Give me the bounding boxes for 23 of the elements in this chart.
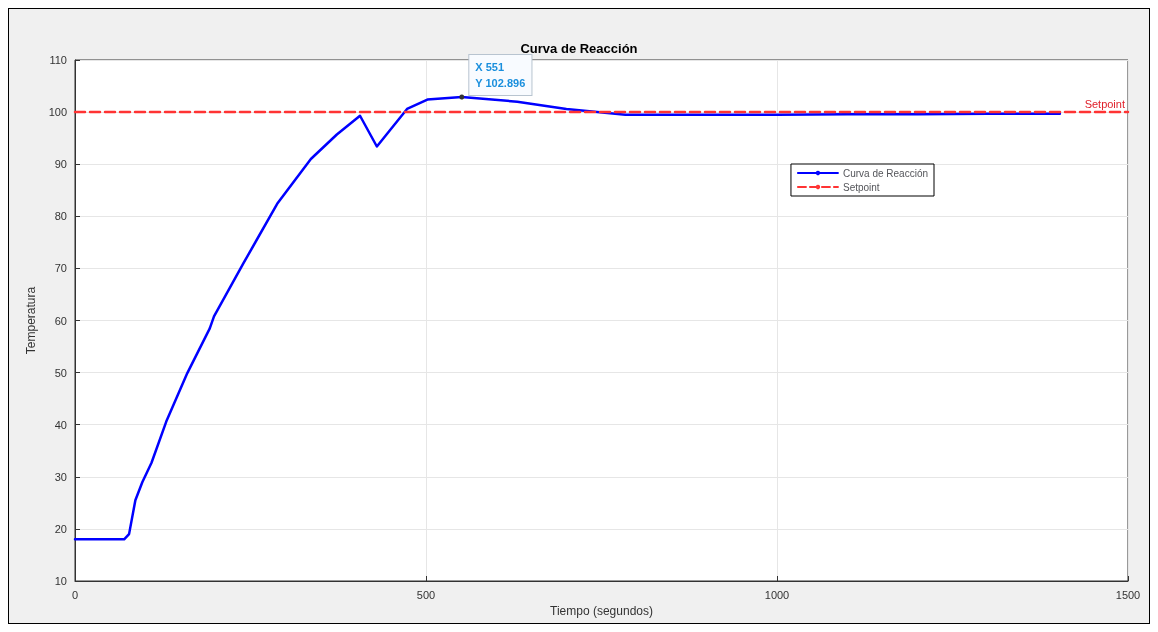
y-tick-label: 80 <box>54 210 67 223</box>
x-tick-label: 1500 <box>1115 588 1141 601</box>
y-tick-label: 50 <box>54 366 67 379</box>
legend-label: Setpoint <box>842 181 880 193</box>
legend-label: Curva de Reacción <box>842 167 928 179</box>
y-tick-label: 90 <box>54 158 67 171</box>
y-tick-label: 20 <box>54 522 67 535</box>
annotation: Setpoint <box>1084 98 1125 111</box>
annotation: X 551 Y 102.896 <box>475 61 526 90</box>
x-tick-label: 500 <box>416 588 436 601</box>
chart-title: Curva de Reacción <box>520 41 638 56</box>
y-tick-label: 60 <box>54 314 67 327</box>
y-tick-label: 40 <box>54 418 67 431</box>
y-tick-label: 70 <box>54 262 67 275</box>
y-tick-label: 10 <box>54 575 67 587</box>
y-tick-label: 100 <box>48 106 67 119</box>
x-axis-title: Tiempo (segundos) <box>550 603 653 618</box>
y-tick-label: 110 <box>49 54 67 66</box>
y-tick-label: 30 <box>54 470 67 483</box>
x-tick-label: 0 <box>71 588 79 601</box>
x-tick-label: 1000 <box>764 588 790 601</box>
line-series <box>73 95 1062 541</box>
y-axis-title: Temperatura <box>24 286 38 355</box>
